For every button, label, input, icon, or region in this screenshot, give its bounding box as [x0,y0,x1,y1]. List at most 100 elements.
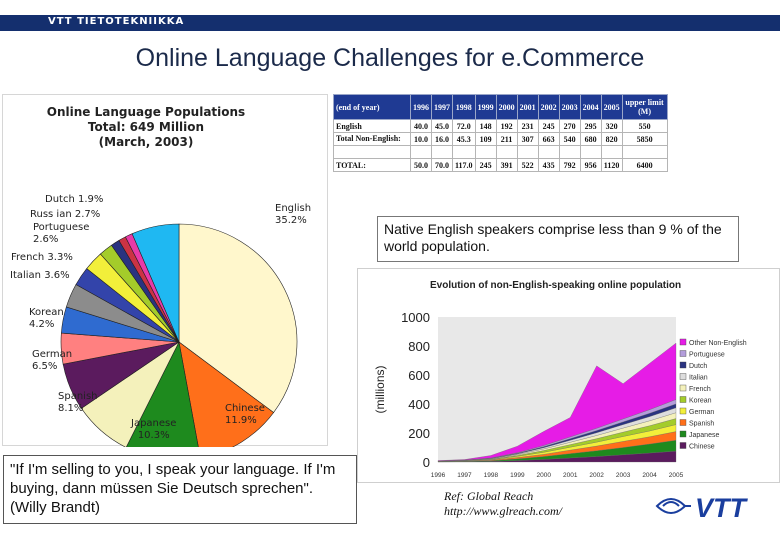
table-cell [410,145,432,159]
vtt-logo-text: VTT [695,493,749,523]
native-speakers-note: Native English speakers comprise less th… [377,216,739,262]
reference: Ref: Global Reach http://www.glreach.com… [444,489,562,519]
table-cell [474,145,497,159]
evolution-area-chart: Evolution of non-English-speaking online… [373,280,747,479]
legend-label: Italian [689,375,708,382]
y-tick-label: 1000 [401,310,430,325]
table-cell: 540 [558,132,581,146]
vtt-logo-graphic: VTT [655,493,749,523]
table-cell [431,145,453,159]
y-tick-label: 0 [423,455,430,470]
table-header-cell: 2000 [495,94,518,120]
table-cell: 307 [516,132,539,146]
table-cell: 5850 [621,132,668,146]
table-header-cell: 2005 [600,94,623,120]
legend-swatch [679,407,687,415]
y-tick-label: 400 [408,397,430,412]
area-series-other-non-english [437,342,677,462]
pie-label-italian: Italian 3.6% [10,270,70,281]
x-tick-label: 2000 [537,472,552,479]
table-cell: 45.0 [431,119,453,133]
legend-swatch [679,373,687,380]
table-cell [452,145,476,159]
legend-swatch [679,430,687,438]
x-tick-label: 2002 [589,472,604,479]
legend-swatch [679,419,687,426]
table-cell: 231 [516,119,539,133]
pie-chart-panel: Online Language Populations Total: 649 M… [2,94,328,447]
table-cell [516,145,539,159]
pie-label-spanish: Spanish 8.1% [58,391,98,414]
table-header-cell: upper limit (M) [621,94,668,120]
x-tick-label: 2003 [616,472,631,479]
table-cell [579,145,602,159]
pie-label-portuguese: Portuguese 2.6% [33,222,90,245]
x-tick-label: 1998 [484,472,499,479]
pie-label-german: German 6.5% [32,349,73,372]
table-row: English 40.0 45.0 72.0 148 192 231 245 270 295 320… [333,119,668,133]
x-tick-label: 1997 [457,472,472,479]
table-cell: 522 [516,158,539,172]
vtt-logo-icon: VTT [655,490,767,529]
legend-swatch [679,396,687,403]
table-row: TOTAL: 50.0 70.0 117.0 245 391 522 435 792 956 112… [333,158,668,172]
table-cell [621,145,668,159]
legend-label: Chinese [689,444,715,451]
table-cell: 148 [474,119,497,133]
table-cell: 109 [474,132,497,146]
reference-source: Ref: Global Reach [444,489,534,503]
table-cell: 435 [537,158,560,172]
x-tick-label: 1999 [510,472,525,479]
reference-url: http://www.glreach.com/ [444,504,562,518]
legend-label: Spanish [689,421,714,428]
table-row-label: TOTAL: [333,158,411,172]
pie-label-korean: Korean 4.2% [29,307,64,330]
pie-slice-japanese [125,341,199,447]
table-cell: 391 [495,158,518,172]
legend-swatch [679,442,687,449]
table-cell: 70.0 [431,158,453,172]
evolution-chart-panel: Evolution of non-English-speaking online… [357,268,780,483]
pie-label-french: French 3.3% [11,252,73,263]
table-row: Total Non-English: 10.0 16.0 45.3 109 211 307 6… [333,132,668,146]
pie-title-line-2: Total: 649 Million [87,120,205,134]
table-cell [558,145,581,159]
org-name: VTT TIETOTEKNIIKKA [48,16,185,27]
pie-slice-other4 [131,223,180,343]
legend-label: Korean [689,398,712,405]
legend-label: French [689,386,711,393]
table-cell: 792 [558,158,581,172]
chart-title: Evolution of non-English-speaking online… [430,280,681,291]
table-cell [495,145,518,159]
legend-label: Portuguese [689,352,725,359]
table-header-cell: 1999 [474,94,497,120]
slide-title: Online Language Challenges for e.Commerc… [135,44,645,72]
table-row [333,145,668,159]
table-cell: 72.0 [452,119,476,133]
pie-slice-chinese [178,341,275,447]
x-tick-label: 1996 [431,472,446,479]
table-header-cell: 2002 [537,94,560,120]
table-row-label: English [333,119,411,133]
y-tick-label: 200 [408,426,430,441]
table-cell: 663 [537,132,560,146]
y-tick-label: 800 [408,339,430,354]
table-header-cell: 1998 [452,94,476,120]
legend-label: Other Non-English [689,340,747,347]
pie-label-english: English 35.2% [275,203,312,226]
table-header-cell: (end of year) [333,94,411,120]
table-cell: 50.0 [410,158,432,172]
legend-label: German [689,409,714,416]
table-cell: 1120 [600,158,623,172]
table-cell: 550 [621,119,668,133]
table-cell: 956 [579,158,602,172]
table-cell: 40.0 [410,119,432,133]
y-tick-label: 600 [408,368,430,383]
table-header-row: (end of year) 1996 1997 1998 1999 2000 2001 200… [333,94,668,120]
table-cell: 117.0 [452,158,476,172]
x-tick-label: 2004 [642,472,657,479]
population-table: (end of year) 1996 1997 1998 1999 2000 2001 200… [333,94,668,172]
header-bar: VTT TIETOTEKNIIKKA [0,15,780,31]
pie-label-japanese: Japanese 10.3% [131,418,177,441]
table-cell: 680 [579,132,602,146]
